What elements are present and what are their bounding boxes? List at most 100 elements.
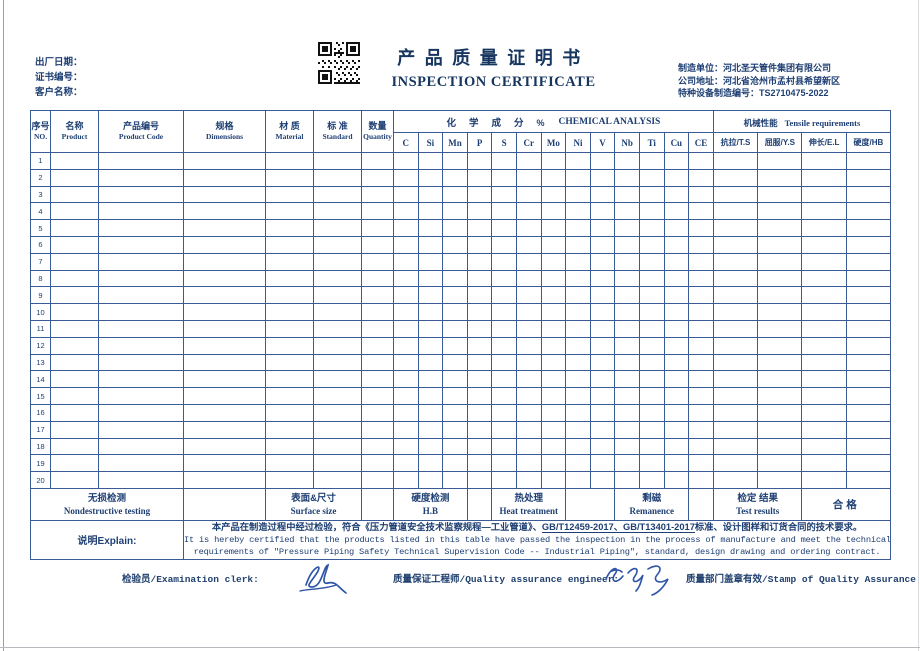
empty-data-cell [393,437,419,456]
empty-data-cell [491,420,517,439]
explain-line-cn: 本产品在制造过程中经过检验，符合《压力管道安全技术监察规程—工业管道》、GB/T… [211,521,863,533]
empty-data-cell [589,219,616,237]
col-header-quantity: 数量 Quantity [361,110,394,153]
empty-data-cell [801,303,847,321]
table-row: 15 [30,387,892,405]
empty-data-cell [540,185,567,204]
empty-data-cell [638,319,665,338]
empty-data-cell [515,319,542,338]
table-row: 11 [30,319,892,338]
page-edge-right [918,0,919,651]
empty-data-cell [442,353,468,372]
empty-data-cell [801,420,847,439]
empty-data-cell [98,286,184,305]
chemical-analysis-group-header: 化学成分% CHEMICAL ANALYSIS [393,110,714,133]
empty-data-cell [757,219,803,237]
empty-data-cell [417,252,444,271]
row-number-cell: 10 [30,303,51,321]
empty-data-cell [442,269,468,288]
empty-data-cell [183,437,266,456]
empty-data-cell [417,303,444,321]
empty-data-cell [663,235,690,254]
empty-data-cell [265,370,314,389]
chem-element-header: CE [688,132,714,153]
empty-data-cell [757,185,803,204]
empty-data-cell [565,420,591,439]
empty-data-cell [417,454,444,473]
empty-data-cell [565,319,591,338]
empty-data-cell [50,437,99,456]
empty-data-cell [638,336,665,355]
empty-data-cell [757,437,803,456]
chem-element-header: Ti [638,132,665,153]
empty-data-cell [417,185,444,204]
mech-column-header: 伸长/E.L [801,132,847,153]
empty-data-cell [688,336,714,355]
empty-data-cell [98,252,184,271]
empty-data-cell [98,202,184,221]
empty-data-cell [845,471,892,489]
empty-data-cell [757,454,803,473]
empty-data-cell [515,471,542,489]
empty-data-cell [265,420,314,439]
empty-data-cell [540,235,567,254]
empty-data-cell [515,336,542,355]
empty-data-cell [614,303,640,321]
empty-data-cell [688,219,714,237]
empty-data-cell [589,353,616,372]
empty-data-cell [442,420,468,439]
empty-data-cell [313,420,362,439]
empty-data-cell [589,454,616,473]
empty-data-cell [183,252,266,271]
inspection-items-row: 无损检测 Nondestructive testing 表面&尺寸 Surfac… [30,487,892,521]
empty-data-cell [540,420,567,439]
empty-data-cell [491,454,517,473]
empty-data-cell [614,185,640,204]
empty-data-cell [417,202,444,221]
empty-data-cell [565,152,591,170]
table-row: 7 [30,252,892,271]
surface-value-cell [361,487,394,521]
mech-column-header: 抗拉/T.S [712,132,759,153]
empty-data-cell [712,353,759,372]
empty-data-cell [50,303,99,321]
empty-data-cell [688,303,714,321]
table-row: 8 [30,269,892,288]
empty-data-cell [663,152,690,170]
empty-data-cell [540,252,567,271]
empty-data-cell [540,336,567,355]
col-header-product-code: 产品编号 Product Code [98,110,184,153]
empty-data-cell [442,454,468,473]
empty-data-cell [845,219,892,237]
empty-data-cell [50,286,99,305]
empty-data-cell [491,403,517,422]
empty-data-cell [589,303,616,321]
empty-data-cell [393,185,419,204]
empty-data-cell [393,202,419,221]
empty-data-cell [515,454,542,473]
empty-data-cell [663,319,690,338]
empty-data-cell [393,420,419,439]
empty-data-cell [801,471,847,489]
certificate-table: 序号 NO. 名称 Product 产品编号 Product Code 规格 D… [30,110,892,560]
empty-data-cell [638,437,665,456]
empty-data-cell [515,403,542,422]
empty-data-cell [663,437,690,456]
license-line: 特种设备制造编号：TS2710475-2022 [678,88,829,98]
empty-data-cell [540,437,567,456]
empty-data-cell [663,420,690,439]
empty-data-cell [565,286,591,305]
empty-data-cell [515,235,542,254]
empty-data-cell [801,252,847,271]
empty-data-cell [491,152,517,170]
empty-data-cell [393,336,419,355]
empty-data-cell [491,286,517,305]
empty-data-cell [442,286,468,305]
empty-data-cell [589,437,616,456]
row-number-cell: 13 [30,353,51,372]
hardness-cell: 硬度检测 H.B [393,487,468,521]
empty-data-cell [183,269,266,288]
empty-data-cell [712,319,759,338]
row-number-cell: 20 [30,471,51,489]
